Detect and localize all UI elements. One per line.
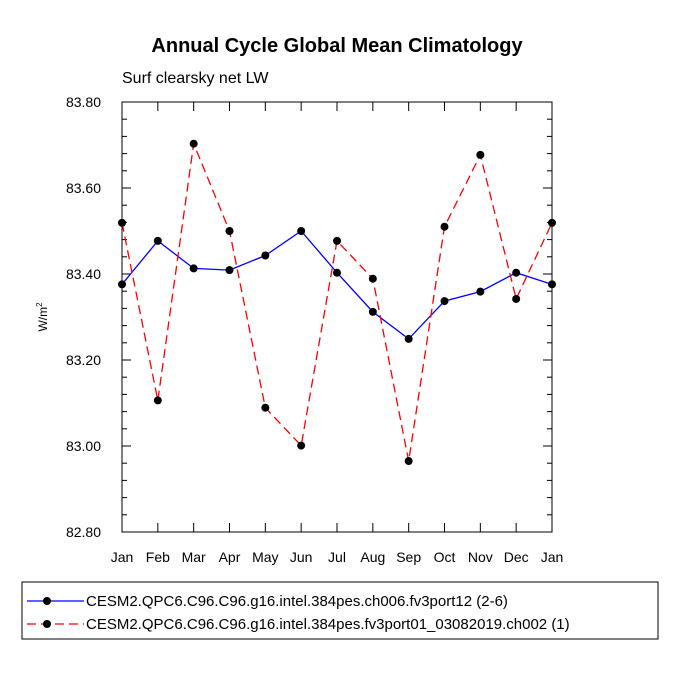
series-1-point [261,251,270,260]
series-1-point [225,266,234,275]
x-tick-label: Oct [434,549,456,565]
series-1-point [512,268,521,277]
x-tick-label: Feb [146,549,170,565]
x-tick-label: Jul [328,549,346,565]
series-2-point [189,139,198,148]
legend-marker-2 [43,620,51,628]
series-1-point [404,334,413,343]
x-tick-labels: Jan Feb Mar Apr May Jun Jul Aug Sep Oct Nov Dec Jan [111,549,564,565]
series-2-point [404,457,413,466]
x-tick-label: Jan [541,549,564,565]
axis-ticks [121,101,553,533]
y-tick-label: 83.20 [66,352,101,368]
x-tick-label: May [252,549,278,565]
series-2-point [368,274,377,283]
series-layer [118,139,556,466]
series-2-point [333,236,341,245]
series-2-point [225,227,234,235]
chart-subtitle: Surf clearsky net LW [122,70,269,87]
legend-label-1: CESM2.QPC6.C96.C96.g16.intel.384pes.ch00… [86,593,508,610]
series-line-1 [121,230,553,340]
x-tick-label: Apr [219,549,241,565]
x-tick-label: Jan [111,549,134,565]
y-axis-label: W/m2 [35,302,50,332]
y-tick-label: 83.40 [66,266,101,282]
x-tick-label: Jun [290,549,313,565]
x-tick-label: Sep [396,549,421,565]
legend-marker-1 [43,597,51,605]
y-tick-label: 83.80 [66,94,101,110]
y-tick-label: 83.00 [66,438,101,454]
series-1-point [368,307,377,316]
series-1-point [297,227,306,235]
x-tick-label: Nov [468,549,493,565]
series-1-point [153,236,162,245]
y-tick-label: 83.60 [66,180,101,196]
legend-box [21,581,659,640]
series-2-point [261,403,270,412]
plot-frame [121,101,553,533]
y-tick-label: 82.80 [66,524,101,540]
legend-label-2: CESM2.QPC6.C96.C96.g16.intel.384pes.fv3p… [86,616,570,633]
legend: CESM2.QPC6.C96.C96.g16.intel.384pes.ch00… [27,593,570,633]
series-2-point [440,222,449,231]
y-tick-labels: 82.80 83.00 83.20 83.40 83.60 83.80 [66,94,101,540]
x-tick-label: Mar [182,549,206,565]
series-line-2 [121,141,553,462]
series-2-point [512,294,521,303]
series-1-point [440,297,449,306]
series-2-point [476,150,485,159]
chart-title: Annual Cycle Global Mean Climatology [151,35,523,57]
x-tick-label: Dec [504,549,529,565]
series-2-point [297,441,306,450]
series-1-point [476,287,485,296]
x-tick-label: Aug [360,549,385,565]
series-1-point [333,268,341,277]
series-2-point [153,396,162,405]
series-1-point [189,264,198,273]
y-axis-label-sup: 2 [35,302,44,307]
y-axis-label-base: W/m [36,307,50,332]
